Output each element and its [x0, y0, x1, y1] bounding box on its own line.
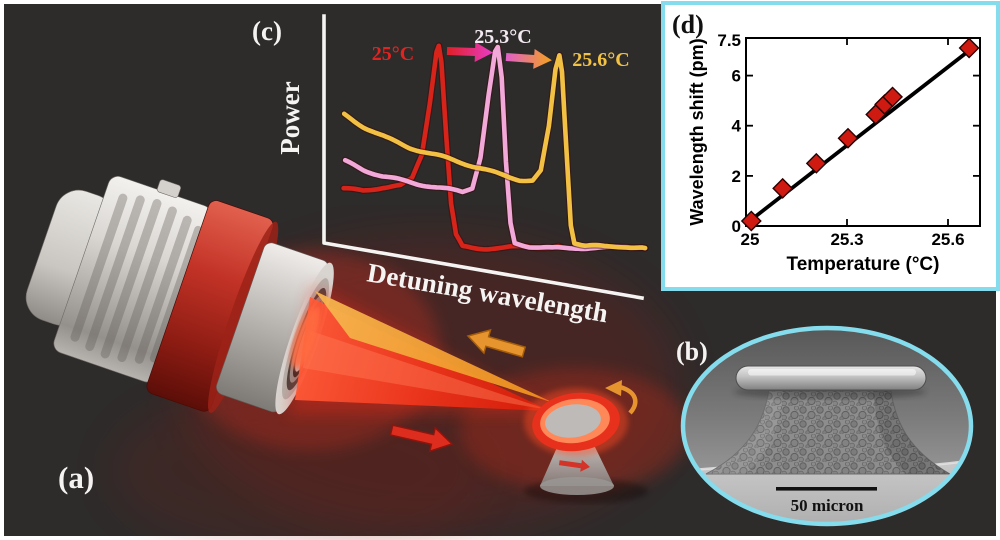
panel-d: 7.5 6 4 2 0 25 25.3 25.6 Wavelength shif…	[661, 1, 1000, 291]
d-xtick-25: 25	[741, 230, 760, 249]
d-data	[740, 37, 980, 232]
lens-emission-hotspot	[290, 307, 320, 369]
c-curve-label-256: 25.6°C	[572, 49, 629, 71]
d-panel-box	[661, 1, 1000, 291]
d-data-point	[958, 37, 980, 59]
sem-scale-text: 50 micron	[791, 496, 864, 515]
shift-arrow-25-to-253-icon	[446, 41, 493, 62]
reflected-beam	[315, 291, 554, 403]
sem-pedestal-highlight	[706, 391, 783, 474]
d-data-point	[805, 152, 827, 174]
pedestal-flow-arrow-icon	[558, 459, 590, 472]
panel-b-label: (b)	[676, 337, 708, 366]
d-ytick-0: 0	[732, 217, 741, 236]
d-xtick-25-3: 25.3	[830, 230, 863, 249]
d-ylabel: Wavelength shift (pm)	[687, 38, 707, 225]
d-xtick-labels: 25 25.3 25.6	[741, 230, 965, 249]
d-data-point	[772, 177, 794, 199]
d-data-point	[882, 86, 904, 108]
d-data-point	[837, 127, 859, 149]
d-xlabel: Temperature (°C)	[787, 254, 940, 275]
excitation-beam-streak	[303, 330, 549, 410]
panel-d-label: (d)	[672, 10, 704, 39]
c-ylabel: Power	[275, 81, 305, 154]
beam-glow	[110, 385, 490, 540]
d-ticks	[746, 38, 980, 226]
panel-a: (a)	[25, 176, 690, 540]
sem-pedestal-shade	[873, 391, 950, 474]
lens-top-notch	[156, 179, 181, 198]
d-xtick-25-6: 25.6	[931, 230, 964, 249]
shift-arrow-253-to-256-icon	[505, 48, 552, 69]
c-curve-label-25: 25°C	[372, 43, 414, 65]
c-axes	[322, 14, 645, 301]
d-ytick-4: 4	[732, 117, 742, 136]
sem-scale-bar	[776, 487, 877, 491]
panel-c-label: (c)	[252, 16, 282, 46]
c-curves	[340, 42, 649, 253]
d-ytick-7-5: 7.5	[717, 31, 741, 50]
d-ytick-6: 6	[732, 67, 741, 86]
lens-grip-flutes	[70, 193, 203, 364]
panel-a-label: (a)	[58, 460, 94, 495]
panel-b: 50 micron (b)	[676, 325, 974, 527]
sem-border	[680, 325, 974, 527]
d-ytick-labels: 7.5 6 4 2 0	[717, 31, 741, 236]
beam-return-arrow-icon	[466, 328, 527, 358]
d-plot-frame	[745, 37, 981, 227]
c-curve-label-253: 25.3°C	[474, 26, 531, 48]
beam-incident-arrow-icon	[389, 424, 454, 453]
c-curve-25.6°C	[341, 52, 648, 251]
disk-center-plate	[545, 404, 601, 438]
d-data-point	[740, 210, 762, 232]
d-ytick-2: 2	[732, 167, 741, 186]
disk-circulation-arrow-icon	[605, 380, 638, 415]
microdisk-resonator	[524, 380, 648, 503]
sem-microdisk-highlight	[748, 369, 916, 376]
